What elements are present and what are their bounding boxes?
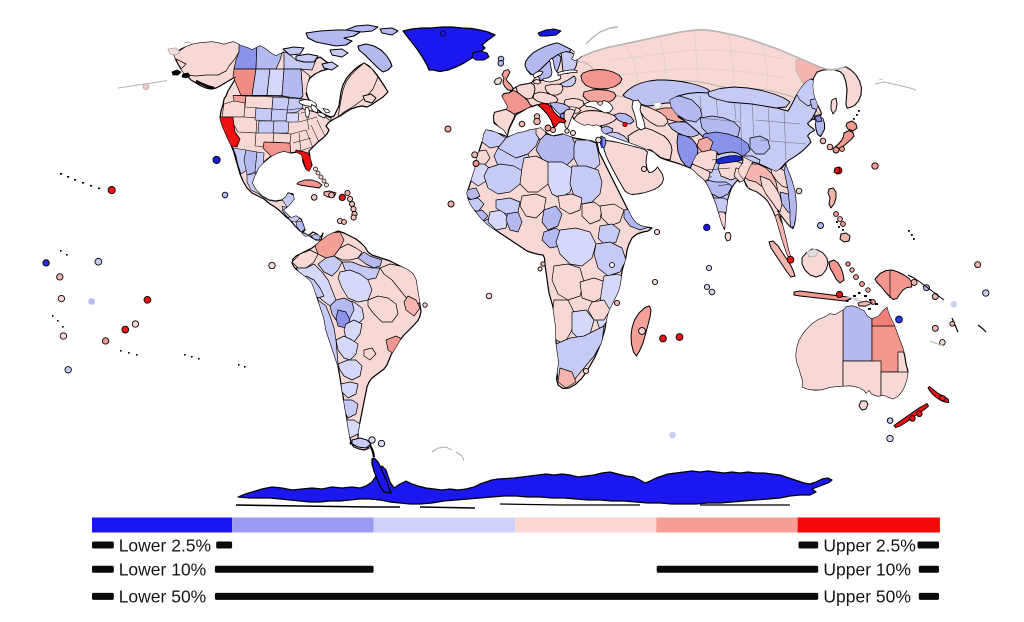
svg-text:Lower 2.5%: Lower 2.5% [119,535,211,555]
svg-text:Upper 2.5%: Upper 2.5% [823,535,915,555]
svg-text:Upper 50%: Upper 50% [823,587,911,607]
svg-text:Upper 10%: Upper 10% [823,560,911,580]
svg-text:Lower 50%: Lower 50% [119,587,207,607]
svg-text:Lower 10%: Lower 10% [119,560,207,580]
